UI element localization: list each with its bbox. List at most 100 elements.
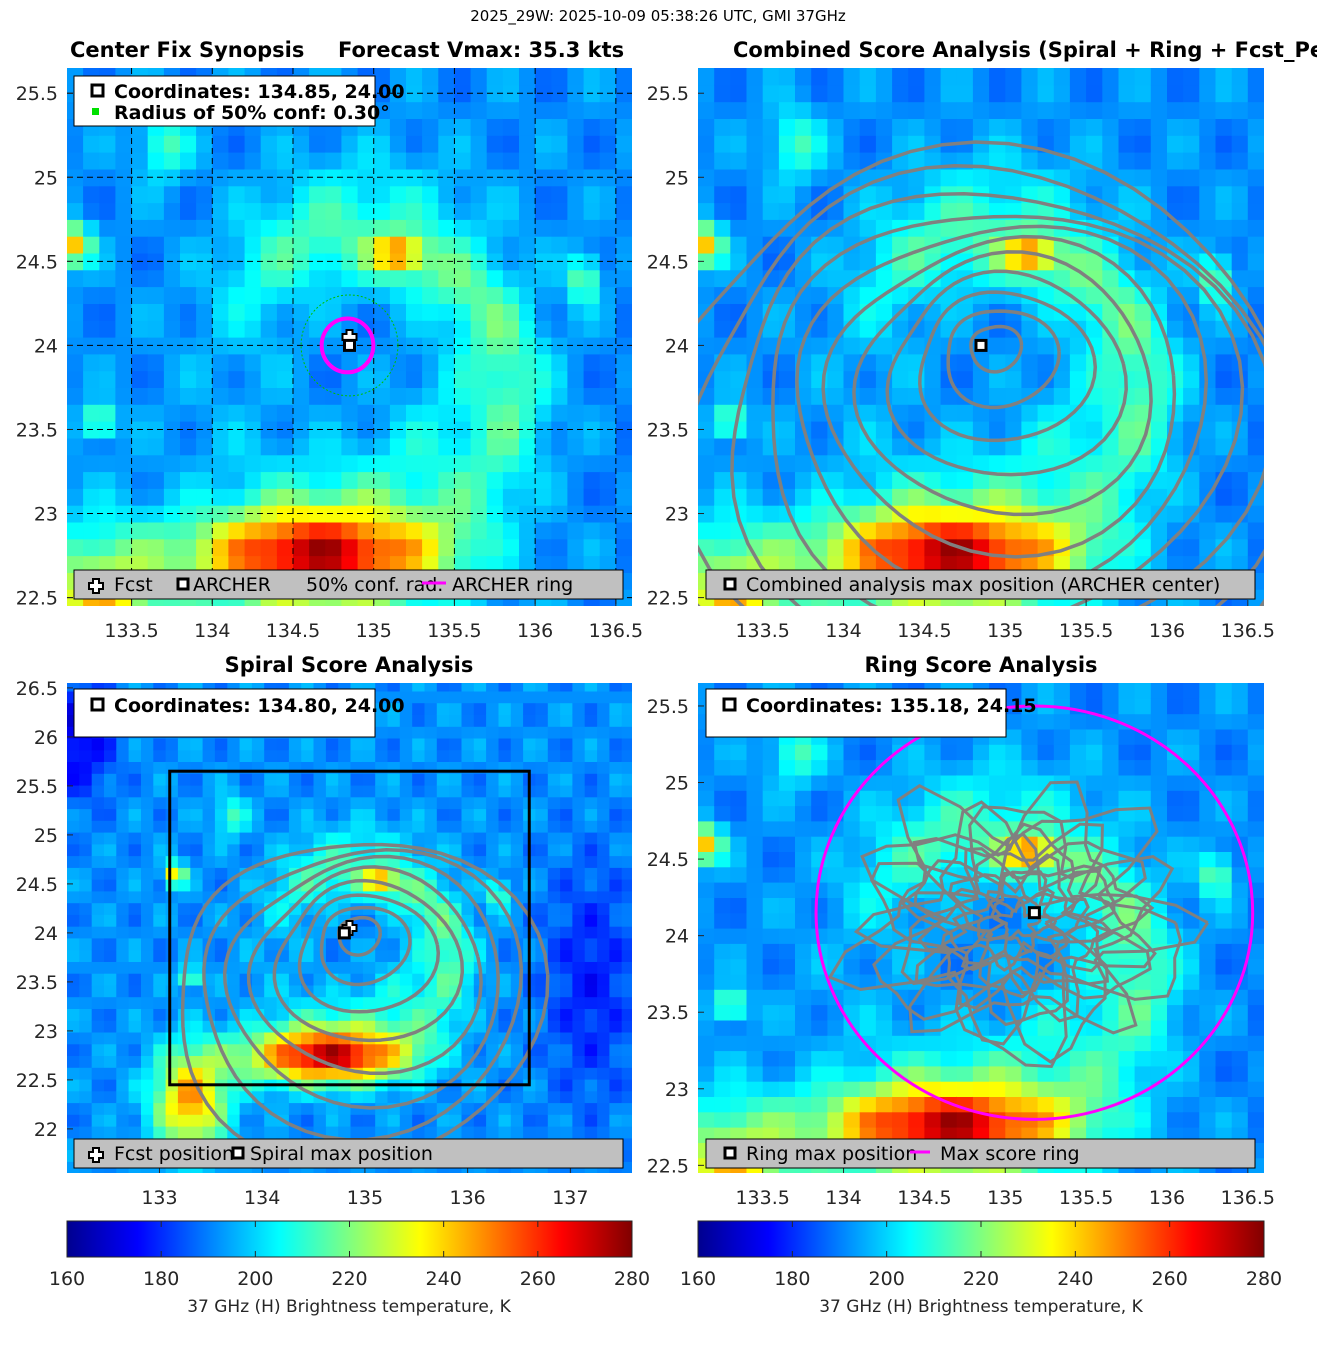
heatmap-cell: [714, 912, 731, 929]
heatmap-cell: [190, 879, 204, 892]
heatmap-cell: [746, 404, 764, 422]
heatmap-cell: [762, 1081, 780, 1097]
heatmap-cell: [567, 135, 585, 153]
heatmap-cell: [811, 1050, 828, 1067]
heatmap-cell: [91, 1090, 105, 1104]
heatmap-cell: [131, 320, 149, 338]
heatmap-cell: [714, 882, 731, 898]
heatmap-cell: [859, 774, 877, 791]
heatmap-cell: [244, 454, 262, 473]
heatmap-cell: [1150, 202, 1168, 220]
heatmap-cell: [486, 820, 499, 833]
heatmap-cell: [609, 949, 623, 962]
heatmap-cell: [436, 879, 450, 892]
heatmap-cell: [989, 1004, 1006, 1021]
heatmap-cell: [778, 774, 796, 791]
heatmap-cell: [1086, 286, 1103, 304]
heatmap-cell: [180, 152, 197, 170]
y-tick-label: 24: [665, 335, 689, 357]
heatmap-cell: [843, 1050, 861, 1067]
heatmap-cell: [461, 984, 475, 998]
heatmap-cell: [454, 236, 472, 254]
heatmap-cell: [621, 702, 632, 715]
heatmap-cell: [128, 1055, 142, 1068]
contour-line: [698, 163, 1264, 606]
heatmap-cell: [714, 152, 731, 170]
heatmap-cell: [362, 784, 376, 798]
heatmap-cell: [338, 773, 352, 786]
heatmap-cell: [1247, 421, 1264, 439]
heatmap-cell: [843, 152, 861, 170]
heatmap-cell: [560, 984, 573, 998]
heatmap-cell: [438, 505, 455, 523]
heatmap-cell: [67, 1020, 80, 1033]
combined-axis-ticks: 133.5 134 134.5 135 135.5 136 136.522.52323.52…: [647, 83, 1275, 642]
heatmap-cell: [141, 1008, 154, 1021]
heatmap-cell: [362, 1043, 376, 1056]
heatmap-cell: [583, 353, 601, 372]
heatmap-cell: [1264, 270, 1281, 287]
heatmap-cell: [227, 784, 241, 798]
heatmap-cell: [91, 796, 105, 810]
heatmap-cell: [141, 879, 154, 892]
heatmap-cell: [940, 219, 958, 237]
heatmap-cell: [227, 1043, 241, 1056]
heatmap-cell: [795, 928, 812, 944]
heatmap-cell: [535, 1114, 549, 1127]
heatmap-cell: [762, 370, 780, 388]
heatmap-cell: [615, 488, 632, 506]
heatmap-cell: [1037, 488, 1055, 506]
heatmap-cell: [214, 855, 228, 868]
heatmap-cell: [141, 996, 154, 1009]
heatmap-cell: [116, 796, 130, 810]
heatmap-cell: [67, 252, 84, 271]
heatmap-cell: [811, 1096, 828, 1113]
heatmap-cell: [141, 867, 154, 880]
heatmap-cell: [190, 1043, 204, 1056]
heatmap-cell: [412, 714, 426, 727]
heatmap-cell: [892, 320, 909, 338]
heatmap-cell: [399, 1020, 413, 1033]
heatmap-cell: [972, 68, 990, 86]
heatmap-cell: [244, 370, 262, 388]
heatmap-cell: [730, 928, 748, 944]
heatmap-cell: [778, 836, 796, 852]
heatmap-cell: [264, 996, 278, 1009]
heatmap-cell: [147, 353, 165, 372]
heatmap-cell: [583, 521, 601, 540]
heatmap-cell: [714, 488, 731, 506]
heatmap-cell: [778, 866, 796, 883]
heatmap-cell: [373, 269, 391, 288]
heatmap-cell: [239, 683, 253, 692]
heatmap-cell: [523, 1090, 536, 1104]
heatmap-cell: [843, 101, 861, 119]
y-tick-label: 23: [34, 1021, 58, 1043]
heatmap-cell: [362, 996, 376, 1009]
heatmap-cell: [584, 820, 598, 833]
heatmap-cell: [1264, 387, 1281, 404]
heatmap-cell: [567, 185, 585, 204]
heatmap-cell: [202, 843, 216, 857]
heatmap-cell: [436, 996, 450, 1009]
heatmap-cell: [373, 320, 391, 338]
heatmap-cell: [827, 84, 845, 103]
heatmap-cell: [730, 836, 748, 852]
heatmap-cell: [510, 843, 524, 857]
heatmap-cell: [1199, 118, 1217, 136]
heatmap-cell: [212, 471, 229, 489]
heatmap-cell: [293, 521, 310, 540]
heatmap-cell: [436, 1020, 450, 1033]
heatmap-cell: [583, 185, 601, 204]
heatmap-cell: [128, 984, 142, 998]
heatmap-cell: [180, 269, 197, 288]
heatmap-cell: [470, 404, 488, 422]
heatmap-cell: [498, 773, 512, 786]
heatmap-cell: [131, 185, 149, 204]
heatmap-cell: [795, 973, 812, 990]
heatmap-cell: [325, 1114, 339, 1127]
heatmap-cell: [165, 1090, 179, 1104]
heatmap-cell: [128, 683, 142, 692]
heatmap-cell: [621, 996, 632, 1009]
heatmap-cell: [212, 538, 229, 557]
heatmap-cell: [486, 843, 499, 857]
